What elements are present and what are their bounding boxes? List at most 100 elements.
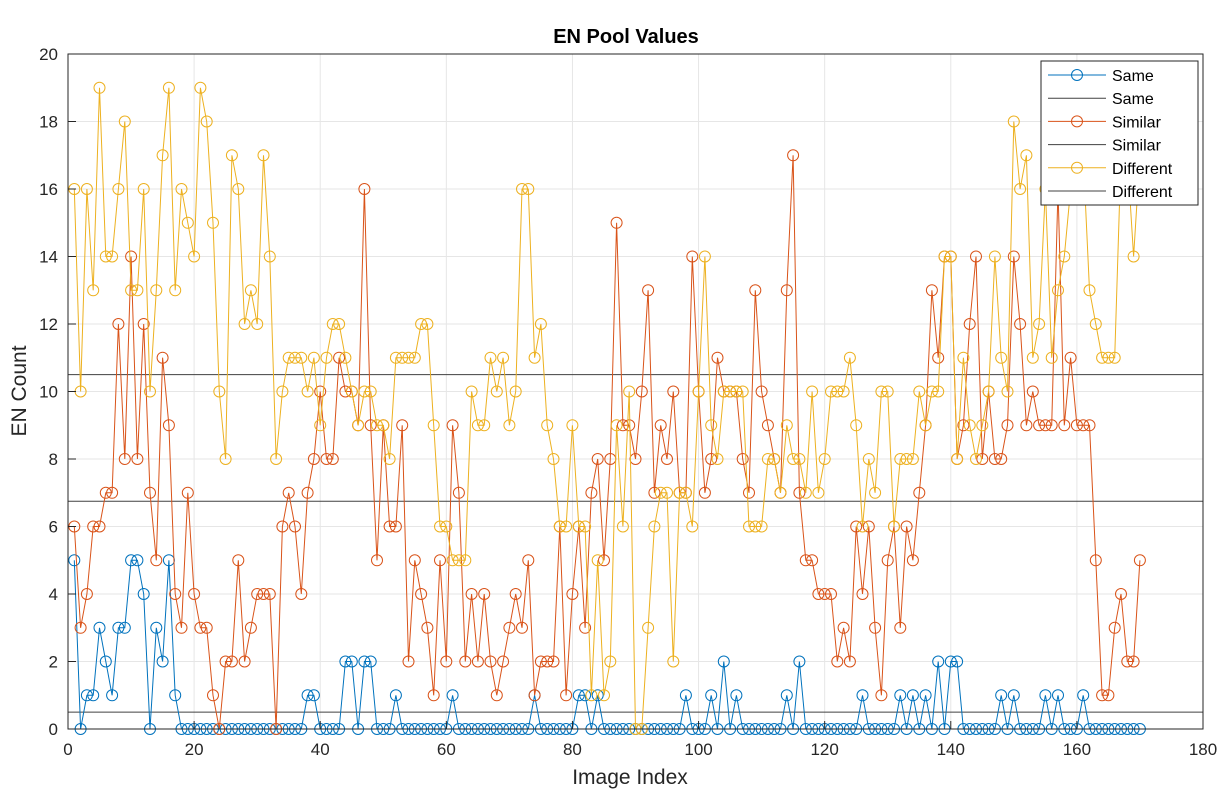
similar-point — [144, 486, 156, 499]
different-point — [837, 385, 850, 398]
x-axis-label: Image Index — [572, 766, 688, 789]
same-point — [87, 689, 100, 702]
similar-point — [534, 655, 547, 668]
different-point — [1127, 250, 1140, 263]
similar-point — [402, 655, 415, 668]
ticks: 0 20 40 60 80 100 120 140 160 180 0 2 4 6 8 10 12 14 16 18 2… — [39, 45, 1217, 759]
same-point — [68, 554, 81, 567]
similar-point — [112, 318, 125, 330]
similar-point — [188, 588, 201, 600]
legend-label-same: Same — [1112, 68, 1154, 85]
different-point — [1033, 318, 1046, 330]
different-point — [301, 385, 314, 398]
similar-point — [906, 554, 919, 567]
different-point — [112, 183, 125, 195]
different-point — [743, 520, 755, 533]
similar-point — [415, 588, 428, 600]
different-point — [951, 453, 964, 465]
similar-point — [793, 486, 806, 499]
different-point — [591, 554, 604, 567]
legend-label-similar-mean: Similar — [1112, 138, 1162, 155]
y-tick-label: 2 — [49, 653, 58, 672]
different-point — [162, 81, 175, 94]
different-point — [377, 419, 390, 432]
similar-point — [837, 621, 850, 634]
different-point — [459, 554, 472, 567]
similar-point — [957, 419, 970, 432]
similar-point — [1127, 655, 1140, 668]
similar-point — [976, 453, 989, 465]
different-point — [509, 385, 522, 398]
similar-point — [541, 655, 554, 668]
different-point — [963, 419, 976, 432]
similar-point — [320, 453, 333, 465]
similar-point — [80, 588, 93, 600]
different-point — [724, 385, 737, 398]
different-point — [932, 385, 945, 398]
different-point — [988, 250, 1001, 263]
similar-point — [257, 588, 270, 600]
different-point — [598, 689, 610, 702]
different-point — [238, 318, 251, 330]
same-point — [156, 655, 169, 668]
legend-label-different: Different — [1112, 161, 1173, 178]
different-point — [396, 351, 409, 364]
different-point — [478, 419, 491, 432]
similar-point — [856, 588, 869, 600]
same-point — [137, 588, 150, 600]
different-point — [118, 115, 131, 128]
same-point — [951, 655, 964, 668]
different-point — [566, 419, 579, 432]
different-point — [534, 318, 547, 330]
x-tick-label: 120 — [810, 740, 838, 759]
similar-point — [1001, 419, 1014, 432]
different-point — [408, 351, 421, 364]
similar-point — [465, 588, 478, 600]
similar-point — [263, 588, 276, 600]
similar-point — [87, 520, 100, 533]
similar-point — [995, 453, 1008, 465]
similar-point — [698, 486, 711, 499]
similar-point — [471, 655, 484, 668]
different-point — [572, 520, 585, 533]
similar-point — [831, 655, 844, 668]
similar-point — [1039, 419, 1052, 432]
different-point — [339, 351, 352, 364]
different-point — [402, 351, 415, 364]
different-point — [818, 453, 831, 465]
different-point — [547, 453, 560, 465]
same-point — [717, 655, 730, 668]
similar-point — [705, 453, 718, 465]
similar-point — [478, 588, 491, 600]
similar-point — [125, 250, 138, 263]
similar-point — [875, 689, 888, 702]
similar-point — [74, 621, 87, 634]
similar-point — [93, 520, 106, 533]
similar-point — [610, 216, 623, 229]
similar-point — [1045, 419, 1058, 432]
x-tick-label: 80 — [563, 740, 582, 759]
same-point — [93, 621, 106, 634]
chart-title: EN Pool Values — [553, 26, 699, 48]
same-point — [932, 655, 945, 668]
different-point — [181, 216, 194, 229]
different-point — [755, 520, 768, 533]
similar-point — [1064, 351, 1077, 364]
similar-point — [314, 385, 327, 398]
different-point — [913, 385, 926, 398]
similar-point — [900, 520, 913, 533]
different-point — [705, 419, 718, 432]
different-point — [80, 183, 93, 195]
different-point — [1052, 284, 1064, 297]
different-point — [1108, 351, 1121, 364]
different-point — [761, 453, 774, 465]
different-point — [679, 486, 692, 499]
similar-point — [799, 554, 812, 567]
same-point — [389, 689, 402, 702]
similar-point — [169, 588, 182, 600]
different-point — [673, 486, 686, 499]
different-point — [516, 183, 528, 195]
different-point — [692, 385, 705, 398]
same-point — [793, 655, 806, 668]
different-point — [125, 284, 138, 297]
